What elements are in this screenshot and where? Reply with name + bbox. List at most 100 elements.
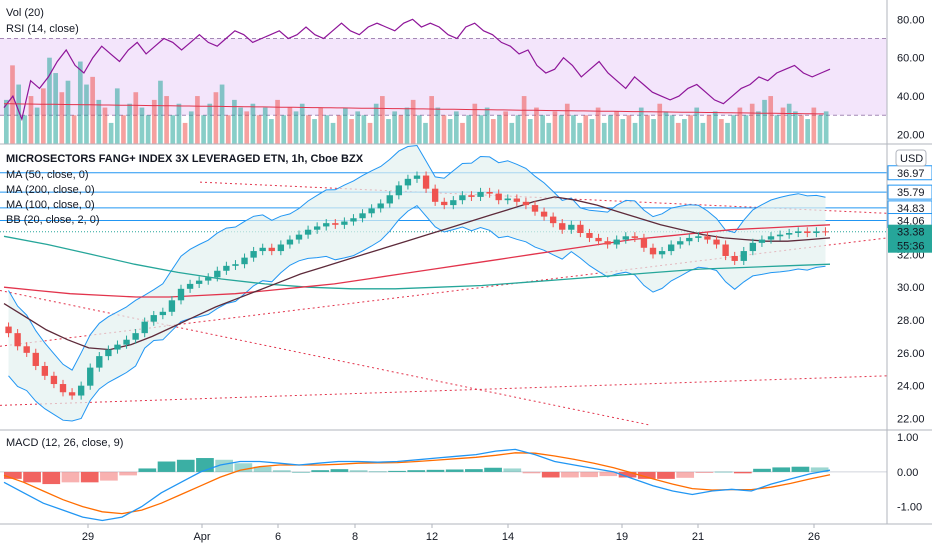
candle bbox=[5, 326, 12, 334]
volume-bar bbox=[595, 107, 601, 144]
candle bbox=[740, 251, 747, 261]
candle bbox=[813, 231, 820, 234]
candle bbox=[804, 231, 811, 234]
volume-bar bbox=[398, 115, 404, 144]
volume-bar bbox=[262, 107, 268, 144]
macd-histogram-bar bbox=[657, 471, 675, 479]
currency-badge bbox=[895, 149, 927, 167]
macd-histogram-bar bbox=[272, 470, 291, 472]
volume-bar bbox=[164, 96, 169, 144]
currency-label: USD bbox=[900, 153, 923, 165]
time-tick-label: 6 bbox=[275, 531, 281, 543]
volume-bar bbox=[10, 65, 15, 144]
candle bbox=[96, 356, 103, 368]
price-panel[interactable] bbox=[0, 144, 888, 426]
candle bbox=[649, 247, 657, 255]
time-axis[interactable]: 29 Apr 6 8 12 14 19 21 26 bbox=[82, 524, 820, 543]
price-legend-label: MA (200, close, 0) bbox=[6, 184, 95, 196]
candle bbox=[241, 257, 248, 265]
volume-bar bbox=[675, 122, 681, 144]
volume-bar bbox=[435, 107, 441, 144]
vol-y-tick-label: 40.00 bbox=[897, 91, 925, 103]
volume-bar bbox=[608, 115, 613, 144]
volume-bar bbox=[601, 122, 607, 144]
price-y-tick-label: 24.00 bbox=[897, 381, 925, 393]
macd-line bbox=[3, 448, 831, 522]
volume-bar bbox=[583, 115, 589, 144]
candle bbox=[749, 242, 757, 252]
volume-bar bbox=[139, 107, 145, 144]
macd-panel[interactable] bbox=[0, 448, 887, 522]
volume-bar bbox=[669, 115, 675, 144]
rsi-legend-label: RSI (14, close) bbox=[6, 23, 79, 35]
volume-bar bbox=[312, 119, 317, 144]
volume-bar bbox=[392, 111, 398, 144]
volume-bar bbox=[47, 57, 52, 144]
volume-bar bbox=[768, 96, 774, 144]
volume-bar bbox=[509, 122, 515, 144]
volume-bar bbox=[244, 111, 250, 144]
volume-bar bbox=[158, 80, 163, 144]
volume-bar bbox=[256, 115, 262, 144]
candle bbox=[713, 239, 720, 245]
volume-bar bbox=[497, 115, 502, 144]
price-axis[interactable]: 80.0060.0040.0020.0034.0032.0030.0028.00… bbox=[0, 0, 932, 525]
volume-bar bbox=[238, 107, 243, 144]
volume-bar bbox=[632, 122, 638, 144]
candle bbox=[50, 375, 58, 385]
volume-bar bbox=[799, 115, 804, 144]
trendline bbox=[0, 289, 651, 426]
volume-bar bbox=[84, 84, 89, 144]
volume-bar bbox=[823, 111, 829, 144]
volume-bar bbox=[367, 122, 373, 144]
candle bbox=[404, 178, 412, 186]
price-legend-label: MA (100, close, 0) bbox=[6, 199, 95, 211]
volume-bar bbox=[515, 115, 521, 144]
candle bbox=[522, 201, 530, 206]
macd-histogram-bar bbox=[426, 469, 445, 472]
volume-bar bbox=[71, 115, 77, 144]
volume-bar bbox=[330, 122, 336, 144]
volume-bar bbox=[749, 103, 755, 144]
rsi-line bbox=[3, 18, 831, 122]
volume-bar bbox=[706, 115, 712, 144]
macd-histogram-bar bbox=[368, 471, 387, 473]
volume-bar bbox=[269, 119, 274, 144]
volume-bar bbox=[127, 103, 132, 144]
macd-y-tick-label: -1.00 bbox=[897, 502, 922, 514]
candle bbox=[150, 315, 157, 322]
candle bbox=[722, 244, 729, 256]
countdown-label: 55:36 bbox=[897, 241, 925, 253]
volume-bar bbox=[114, 88, 120, 144]
candle bbox=[205, 277, 212, 281]
volume-bar bbox=[281, 115, 287, 144]
candle bbox=[141, 321, 148, 334]
candle bbox=[450, 200, 457, 206]
candle bbox=[114, 344, 121, 350]
volume-rsi-panel[interactable] bbox=[0, 18, 887, 144]
volume-bar bbox=[527, 119, 533, 144]
macd-histogram-bar bbox=[407, 470, 426, 472]
level-badge-label: 34.83 bbox=[897, 203, 925, 215]
candle bbox=[686, 237, 693, 242]
macd-histogram-bar bbox=[215, 459, 234, 472]
volume-bar bbox=[626, 115, 632, 144]
candle bbox=[159, 311, 167, 316]
volume-bar bbox=[564, 103, 570, 144]
volume-bar bbox=[195, 96, 200, 144]
candle bbox=[568, 224, 575, 230]
candle bbox=[677, 241, 684, 245]
volume-bar bbox=[743, 115, 749, 144]
macd-histogram-bar bbox=[541, 471, 560, 478]
price-y-tick-label: 28.00 bbox=[897, 315, 925, 327]
candle bbox=[431, 188, 439, 202]
volume-bar bbox=[121, 115, 126, 144]
candle bbox=[631, 236, 639, 238]
candle bbox=[232, 264, 239, 266]
candle bbox=[504, 198, 511, 201]
volume-bar bbox=[102, 107, 108, 144]
volume-bar bbox=[805, 119, 811, 144]
volume-bar bbox=[577, 122, 582, 144]
volume-bar bbox=[780, 107, 786, 144]
